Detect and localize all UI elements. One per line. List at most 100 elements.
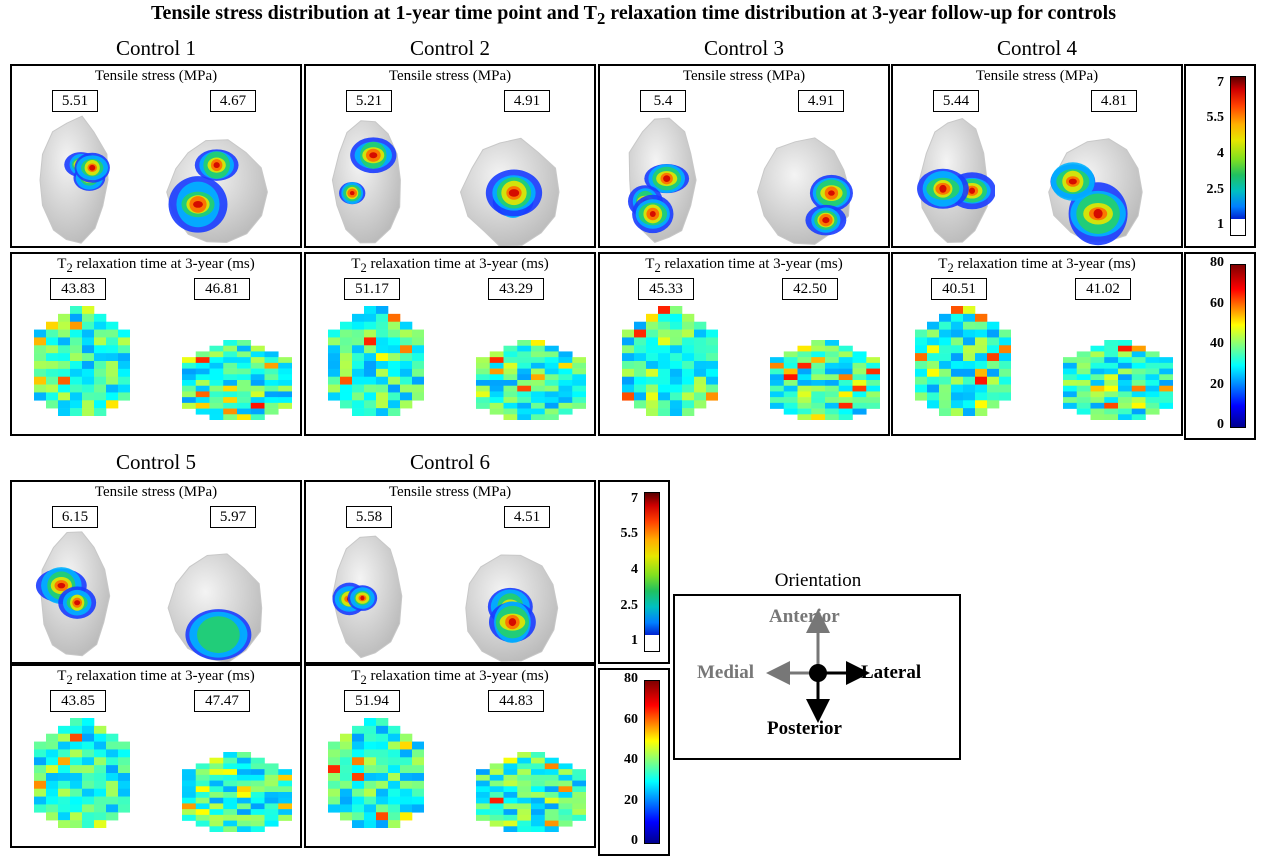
t2-cell — [388, 361, 401, 370]
t2-cell — [82, 749, 95, 758]
t2-cell — [531, 763, 546, 770]
t2-cell — [94, 368, 107, 378]
t2-cell — [46, 384, 59, 393]
t2-cell — [364, 796, 377, 805]
t2-panel-title: T2 relaxation time at 3-year (ms) — [57, 256, 255, 275]
t2-cell — [352, 749, 365, 758]
t2-cell — [195, 351, 210, 358]
t2-cell — [531, 340, 546, 347]
stress-panel: Tensile stress (MPa) 5.4 4.91 — [598, 64, 890, 248]
control-label: Control 3 — [704, 36, 784, 60]
t2-cell — [376, 812, 389, 821]
t2-cell — [694, 400, 707, 409]
t2-cell — [412, 765, 424, 774]
t2-cell — [328, 765, 341, 774]
t2-cell — [963, 321, 976, 330]
t2-cell — [340, 757, 353, 766]
t2-cell — [783, 408, 798, 415]
t2-cell — [939, 368, 952, 378]
t2-cell — [388, 368, 401, 378]
t2-cell — [951, 376, 964, 385]
t2-cell — [783, 374, 798, 381]
t2-cell — [531, 803, 546, 810]
t2-cell — [34, 353, 47, 362]
t2-cell — [46, 812, 59, 821]
t2-cell — [388, 321, 401, 330]
t2-cell — [412, 353, 424, 362]
t2-cell — [388, 345, 401, 354]
t2-cell — [634, 337, 647, 346]
t2-cell — [70, 757, 83, 766]
t2-cell — [223, 809, 238, 816]
colorbar-gradient — [1230, 264, 1246, 428]
t2-cell — [195, 820, 210, 827]
t2-cell — [572, 803, 586, 810]
t2-cell — [364, 384, 377, 393]
colorbar-tick-label: 4 — [631, 562, 638, 577]
t2-cell — [517, 345, 532, 352]
colorbar-tick-label: 20 — [1210, 376, 1224, 392]
t2-cell — [223, 385, 238, 392]
t2-cell — [682, 313, 695, 323]
t2-cell — [209, 351, 224, 358]
t2-cell — [1076, 362, 1091, 369]
t2-cell — [340, 773, 353, 782]
lateral-stress-map — [167, 553, 263, 662]
t2-cell — [670, 345, 683, 354]
t2-cell — [58, 361, 71, 370]
t2-cell — [82, 765, 95, 774]
t2-cell — [939, 337, 952, 346]
t2-cell — [476, 362, 491, 369]
t2-cell — [376, 408, 389, 416]
t2-cell — [670, 361, 683, 370]
t2-cell — [658, 321, 671, 330]
t2-cell — [250, 397, 265, 404]
t2-cell — [866, 362, 880, 369]
t2-cell — [658, 400, 671, 409]
t2-cell — [658, 329, 671, 338]
t2-cell — [364, 820, 377, 828]
t2-cell — [963, 306, 976, 315]
t2-cell — [264, 780, 279, 787]
t2-cell — [706, 329, 718, 338]
stress-panel-title: Tensile stress (MPa) — [388, 68, 512, 84]
t2-cell — [82, 741, 95, 750]
t2-cell — [783, 385, 798, 392]
t2-cell — [975, 376, 988, 385]
t2-cell — [783, 391, 798, 398]
t2-cell — [489, 803, 504, 810]
colorbar-tick-label: 1 — [631, 633, 638, 649]
t2-cell — [572, 357, 586, 364]
stress-contour — [193, 201, 203, 208]
t2-cell — [825, 368, 840, 375]
t2-cell — [223, 351, 238, 358]
t2-cell — [476, 368, 491, 375]
t2-cell — [34, 741, 47, 750]
medial-peak-stress-value: 5.58 — [346, 506, 392, 528]
t2-cell — [278, 402, 292, 409]
t2-cell — [558, 368, 573, 375]
t2-cell — [1090, 362, 1105, 369]
t2-cell — [558, 803, 573, 810]
t2-cell — [58, 812, 71, 821]
t2-panel: T2 relaxation time at 3-year (ms) 51.94 44… — [304, 664, 596, 848]
t2-cell — [412, 376, 424, 385]
t2-cell — [209, 374, 224, 381]
t2-cell — [70, 718, 83, 727]
t2-cell — [412, 804, 424, 813]
t2-cell — [352, 741, 365, 750]
t2-panel-title: T2 relaxation time at 3-year (ms) — [645, 256, 843, 275]
t2-cell — [46, 368, 59, 378]
t2-cell — [1145, 380, 1160, 387]
t2-cell — [46, 804, 59, 813]
t2-cell — [412, 337, 424, 346]
t2-cell — [1076, 357, 1091, 364]
t2-cell — [1090, 357, 1105, 364]
t2-cell — [400, 361, 413, 370]
t2-cell — [939, 353, 952, 362]
orientation-title: Orientation — [774, 570, 862, 591]
medial-t2-map — [328, 718, 424, 828]
t2-cell — [1063, 397, 1078, 404]
t2-cell — [558, 357, 573, 364]
t2-cell — [544, 351, 559, 358]
